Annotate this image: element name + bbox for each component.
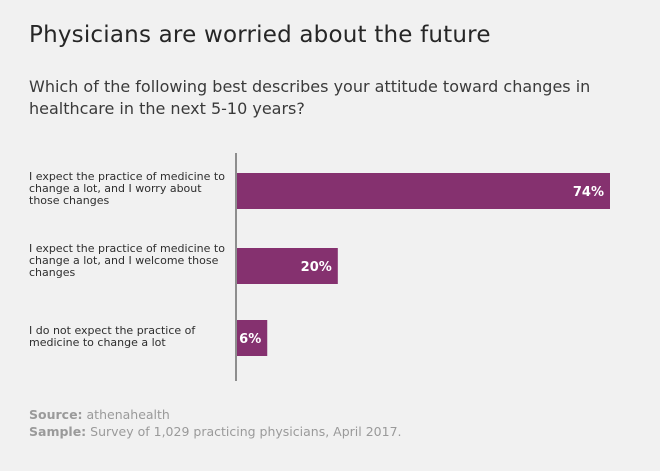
bar-chart: 74% 20% 6% — [235, 153, 610, 381]
category-label-no-change: I do not expect the practice of medicine… — [29, 324, 196, 349]
category-label-welcome: I expect the practice of medicine to cha… — [29, 242, 225, 279]
chart-footer: Source: athenahealth Sample: Survey of 1… — [29, 406, 402, 440]
sample-label: Sample: — [29, 424, 87, 439]
data-label-0: 74% — [573, 185, 604, 200]
source-line: Source: athenahealth — [29, 406, 402, 423]
chart-title: Physicians are worried about the future — [29, 22, 491, 48]
bar-1 — [237, 248, 338, 284]
data-label-1: 20% — [301, 260, 332, 275]
bar-0 — [237, 173, 610, 209]
data-label-2: 6% — [239, 332, 261, 347]
category-label-worry: I expect the practice of medicine to cha… — [29, 170, 225, 207]
sample-line: Sample: Survey of 1,029 practicing physi… — [29, 423, 402, 440]
source-text: athenahealth — [82, 407, 170, 422]
chart-subtitle: Which of the following best describes yo… — [29, 77, 591, 118]
sample-text: Survey of 1,029 practicing physicians, A… — [86, 424, 402, 439]
source-label: Source: — [29, 407, 83, 422]
bar-2 — [237, 320, 268, 356]
